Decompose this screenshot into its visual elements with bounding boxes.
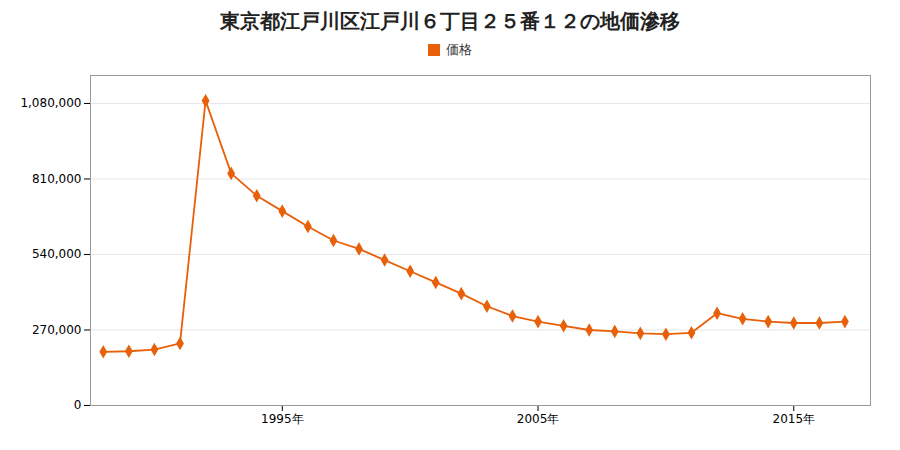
svg-text:540,000: 540,000: [32, 247, 82, 261]
html-text:東京都江戸川区江戸川６丁目２５番１２の地価滲移: 東京都江戸川区江戸川６丁目２５番１２の地価滲移: [220, 9, 680, 33]
svg-text:810,000: 810,000: [32, 172, 82, 186]
svg-text:2015年: 2015年: [773, 412, 816, 426]
svg-text:2005年: 2005年: [517, 412, 560, 426]
svg-text:270,000: 270,000: [32, 323, 82, 337]
svg-text:0: 0: [74, 398, 82, 412]
html-text:価格: 価格: [446, 42, 472, 57]
svg-text:1,080,000: 1,080,000: [20, 96, 81, 110]
svg-text:1995年: 1995年: [261, 412, 304, 426]
